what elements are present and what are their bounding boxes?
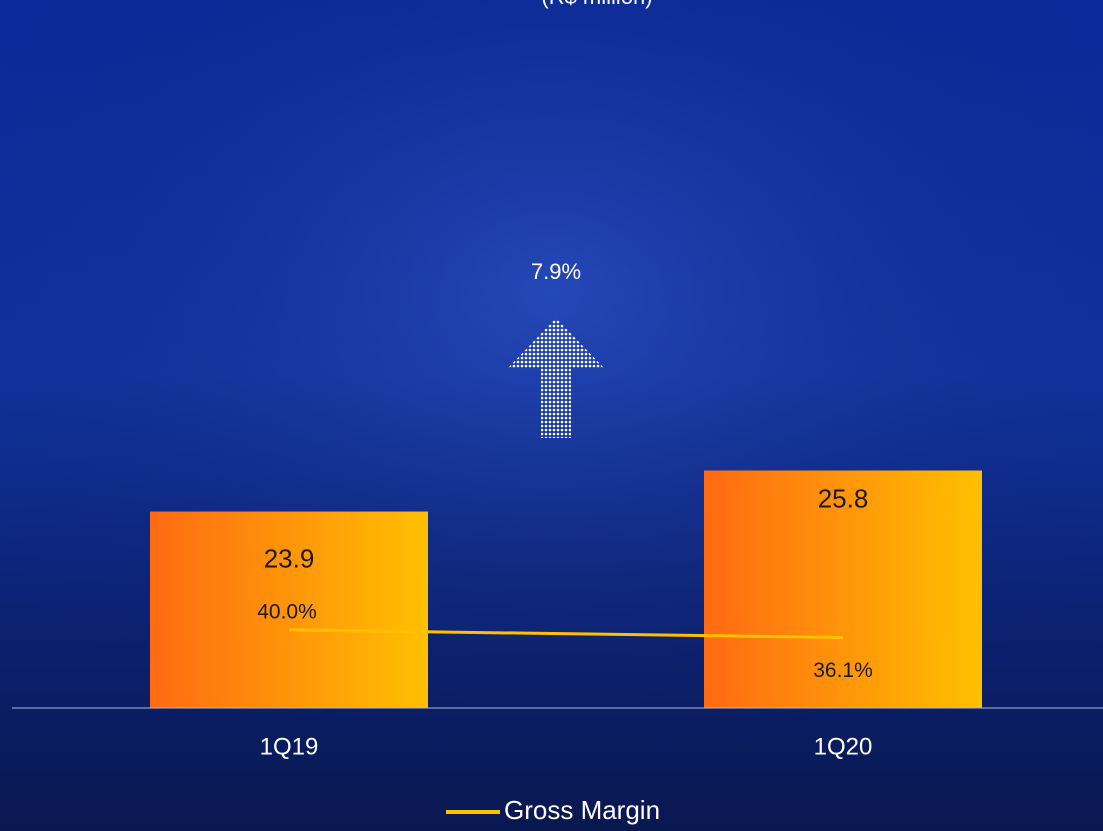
legend-label: Gross Margin — [504, 795, 660, 825]
annotation: 7.9% — [531, 259, 581, 284]
x-tick-label: 1Q19 — [260, 733, 319, 760]
line-value-label: 36.1% — [813, 659, 873, 682]
chart-title: (R$ million) — [541, 0, 652, 9]
bar — [704, 470, 982, 708]
bar-value-label: 25.8 — [818, 483, 869, 513]
growth-arrow — [508, 318, 604, 438]
line-series — [288, 628, 844, 640]
x-tick-label: 1Q20 — [814, 733, 873, 760]
line-value-label: 40.0% — [257, 600, 317, 623]
bar-value-label: 23.9 — [264, 543, 315, 573]
bar — [150, 511, 428, 708]
